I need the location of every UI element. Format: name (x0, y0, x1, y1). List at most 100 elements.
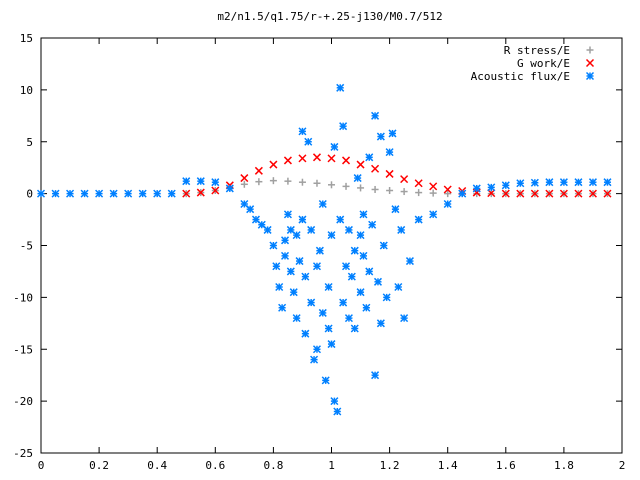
y-axis: -25 -20 -15 -10 -5 0 5 10 15 (13, 32, 622, 460)
data-point (321, 376, 330, 385)
data-point (336, 83, 345, 92)
x-tick-label: 0 (38, 459, 45, 472)
data-point (292, 231, 301, 240)
data-point (373, 277, 383, 286)
data-point (545, 178, 554, 187)
data-point (574, 178, 583, 187)
y-tick-label: -10 (13, 291, 33, 304)
data-point (318, 308, 327, 317)
data-point (283, 156, 292, 165)
data-point (344, 225, 353, 234)
data-point (328, 181, 335, 189)
data-point (487, 183, 496, 192)
data-point (240, 180, 248, 188)
data-point (36, 189, 46, 198)
data-point (80, 189, 89, 198)
data-point (350, 324, 359, 333)
data-point (225, 184, 234, 193)
data-point (310, 355, 319, 364)
data-point (516, 189, 525, 198)
data-point (196, 177, 205, 186)
data-point (341, 156, 351, 165)
data-point (347, 272, 356, 281)
data-point (313, 179, 321, 187)
data-point (443, 185, 452, 194)
data-point (444, 190, 452, 198)
data-point (397, 225, 406, 234)
x-tick-label: 0.4 (147, 459, 167, 472)
data-point (344, 314, 353, 323)
data-point (298, 215, 307, 224)
y-tick-label: -15 (13, 343, 33, 356)
data-point (359, 210, 368, 219)
data-point (182, 177, 191, 186)
data-point (278, 303, 287, 312)
x-tick-label: 1.6 (496, 459, 516, 472)
data-point (385, 169, 394, 178)
data-point (333, 407, 342, 416)
data-point (371, 111, 380, 120)
data-point (382, 293, 391, 302)
data-point (312, 262, 322, 271)
data-point (246, 205, 255, 214)
data-point (255, 178, 263, 186)
data-point (327, 340, 336, 349)
data-point (350, 246, 359, 255)
data-point (365, 153, 374, 162)
y-tick-label: 15 (20, 32, 33, 45)
data-point (275, 282, 284, 292)
data-point (588, 189, 597, 198)
x-tick-label: 1.2 (380, 459, 400, 472)
data-point (530, 189, 539, 198)
y-tick-label: -5 (20, 240, 33, 253)
data-point (530, 178, 539, 187)
data-point (472, 184, 481, 193)
data-point (330, 142, 339, 151)
data-point (342, 182, 350, 190)
data-point (588, 178, 597, 187)
data-point (312, 153, 322, 162)
data-point (559, 178, 568, 187)
data-point (292, 314, 301, 323)
data-point (254, 166, 263, 175)
data-point (365, 267, 374, 276)
data-point (379, 241, 388, 250)
data-point (95, 189, 104, 198)
data-point (182, 189, 191, 198)
data-point (51, 189, 60, 198)
legend-marker (585, 58, 595, 68)
plot-frame (40, 37, 623, 454)
data-point (603, 178, 612, 187)
data-point (400, 188, 408, 196)
data-point (124, 189, 133, 198)
data-point (356, 231, 365, 240)
data-point (371, 164, 380, 173)
data-point (400, 314, 409, 323)
data-point (269, 177, 277, 185)
x-tick-label: 0.2 (89, 459, 109, 472)
data-point (574, 189, 583, 198)
x-tick-label: 1.8 (554, 459, 574, 472)
data-point (257, 220, 266, 229)
data-point (429, 189, 437, 197)
data-point (211, 186, 220, 195)
data-point (298, 178, 306, 186)
data-point (318, 199, 327, 209)
data-point (559, 189, 568, 198)
data-point (429, 210, 438, 219)
data-point (341, 262, 351, 271)
data-point (405, 257, 414, 266)
data-point (283, 210, 292, 219)
data-point (138, 189, 147, 198)
data-point (327, 231, 336, 240)
data-point (391, 205, 400, 214)
x-tick-label: 1 (328, 459, 335, 472)
data-point (371, 371, 380, 380)
data-point (324, 324, 333, 333)
data-point (263, 225, 272, 234)
data-point (66, 189, 75, 198)
data-point (301, 329, 310, 338)
data-point (196, 188, 205, 197)
